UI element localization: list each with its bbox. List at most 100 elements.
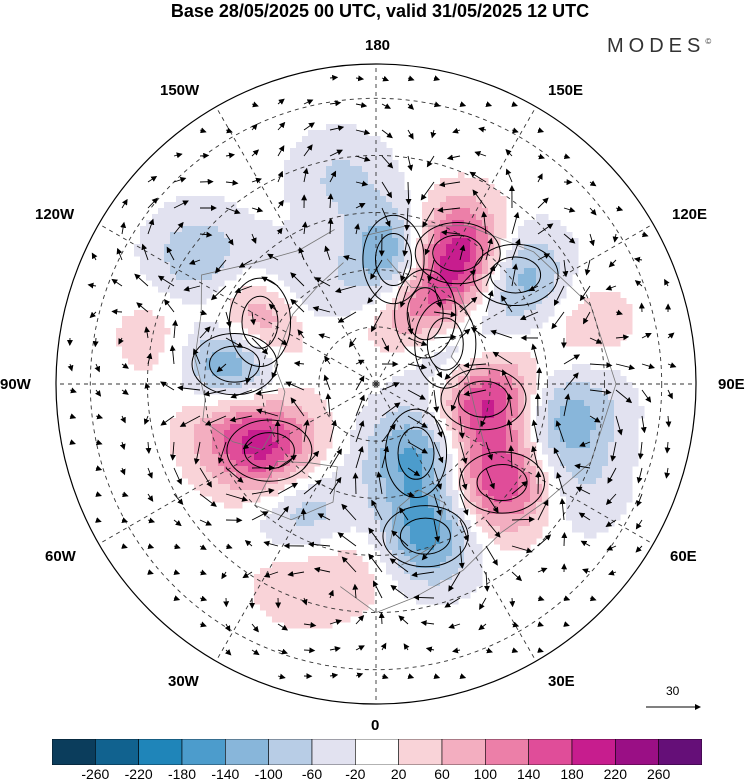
wind-vector [665,415,672,428]
wind-vector [407,389,426,400]
field-cell [314,250,321,257]
field-cell [464,544,471,551]
field-cell [572,448,579,455]
field-cell [440,394,447,401]
field-cell [554,268,561,275]
field-cell [380,190,387,197]
field-cell [338,190,345,197]
field-cell [512,286,519,293]
wind-vector [459,493,469,516]
field-cell [500,394,507,401]
field-cell [398,574,405,581]
field-cell [458,286,465,293]
field-cell [536,268,543,275]
field-cell [506,436,513,443]
wind-vector [535,471,542,495]
field-cell [440,466,447,473]
field-cell [566,316,573,323]
field-cell [518,256,525,263]
field-cell [554,406,561,413]
field-cell [530,274,537,281]
field-cell [392,238,399,245]
field-cell [638,406,645,413]
field-cell [344,214,351,221]
field-cell [164,214,171,221]
field-cell [284,412,291,419]
field-cell [428,298,435,305]
field-cell [596,508,603,515]
field-cell [272,244,279,251]
field-cell [554,250,561,257]
field-cell [326,424,333,431]
field-cell [176,232,183,239]
wind-vector [277,199,284,209]
field-cell [512,400,519,407]
field-cell [536,520,543,527]
field-cell [470,472,477,479]
field-cell [512,526,519,533]
field-cell [404,394,411,401]
field-cell [434,220,441,227]
colorbar-tick-label: 100 [473,766,498,782]
wind-vector [400,259,409,282]
field-cell [224,502,231,509]
field-cell [464,418,471,425]
field-cell [512,466,519,473]
field-cell [428,526,435,533]
field-cell [320,586,327,593]
field-cell [326,556,333,563]
field-cell [302,226,309,233]
field-cell [212,376,219,383]
field-cell [398,256,405,263]
field-cell [374,448,381,455]
field-cell [620,466,627,473]
wind-vector [301,597,308,606]
wind-vector [147,493,154,502]
wind-vector [329,125,345,132]
field-cell [458,418,465,425]
field-cell [314,172,321,179]
field-cell [494,382,501,389]
field-cell [344,466,351,473]
field-cell [128,340,135,347]
field-cell [284,418,291,425]
field-cell [530,232,537,239]
field-cell [470,394,477,401]
contour-line [459,451,546,514]
field-cell [344,610,351,617]
field-cell [290,562,297,569]
field-cell [224,418,231,425]
field-cell [308,466,315,473]
colorbar-swatch [615,739,659,765]
field-cell [326,280,333,287]
field-cell [266,310,273,317]
wind-vector [459,296,478,313]
field-cell [494,406,501,413]
field-cell [494,448,501,455]
field-cell [416,430,423,437]
field-cell [260,520,267,527]
field-cell [380,178,387,185]
field-cell [596,502,603,509]
field-cell [446,400,453,407]
field-cell [284,196,291,203]
field-cell [446,556,453,563]
wind-vector [293,360,305,367]
field-cell [236,334,243,341]
field-cell [446,250,453,257]
field-cell [404,586,411,593]
field-cell [356,256,363,263]
field-cell [560,244,567,251]
field-cell [302,496,309,503]
field-cell [392,388,399,395]
field-cell [200,472,207,479]
field-cell [434,568,441,575]
field-cell [572,406,579,413]
field-cell [368,538,375,545]
wind-scale-label: 30 [666,684,680,698]
field-cell [548,274,555,281]
field-cell [602,520,609,527]
field-cell [440,460,447,467]
field-cell [362,430,369,437]
field-cell [236,448,243,455]
